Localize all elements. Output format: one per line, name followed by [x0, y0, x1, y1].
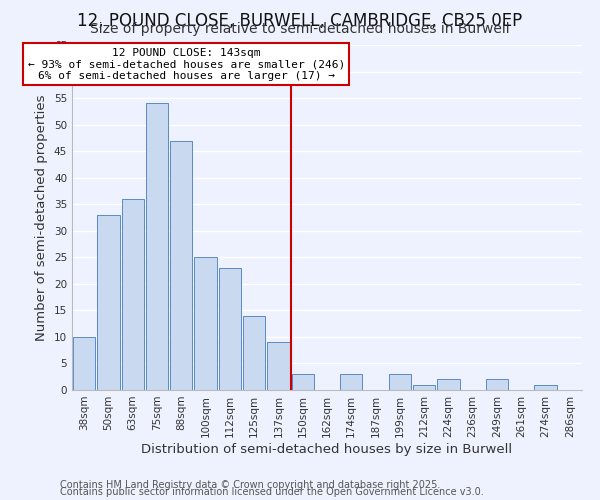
Bar — [194, 258, 217, 390]
Text: Contains HM Land Registry data © Crown copyright and database right 2025.: Contains HM Land Registry data © Crown c… — [60, 480, 440, 490]
Bar — [97, 215, 119, 390]
Bar — [340, 374, 362, 390]
Bar — [437, 380, 460, 390]
Text: 12 POUND CLOSE: 143sqm
← 93% of semi-detached houses are smaller (246)
6% of sem: 12 POUND CLOSE: 143sqm ← 93% of semi-det… — [28, 48, 345, 81]
Text: Size of property relative to semi-detached houses in Burwell: Size of property relative to semi-detach… — [90, 22, 510, 36]
Bar — [535, 384, 557, 390]
Bar — [122, 199, 144, 390]
Bar — [486, 380, 508, 390]
Bar — [292, 374, 314, 390]
Bar — [73, 337, 95, 390]
Bar — [243, 316, 265, 390]
Bar — [389, 374, 411, 390]
Bar — [146, 104, 168, 390]
X-axis label: Distribution of semi-detached houses by size in Burwell: Distribution of semi-detached houses by … — [142, 442, 512, 456]
Text: 12, POUND CLOSE, BURWELL, CAMBRIDGE, CB25 0EP: 12, POUND CLOSE, BURWELL, CAMBRIDGE, CB2… — [77, 12, 523, 30]
Text: Contains public sector information licensed under the Open Government Licence v3: Contains public sector information licen… — [60, 487, 484, 497]
Bar — [170, 140, 193, 390]
Y-axis label: Number of semi-detached properties: Number of semi-detached properties — [35, 94, 49, 341]
Bar — [413, 384, 436, 390]
Bar — [218, 268, 241, 390]
Bar — [267, 342, 290, 390]
